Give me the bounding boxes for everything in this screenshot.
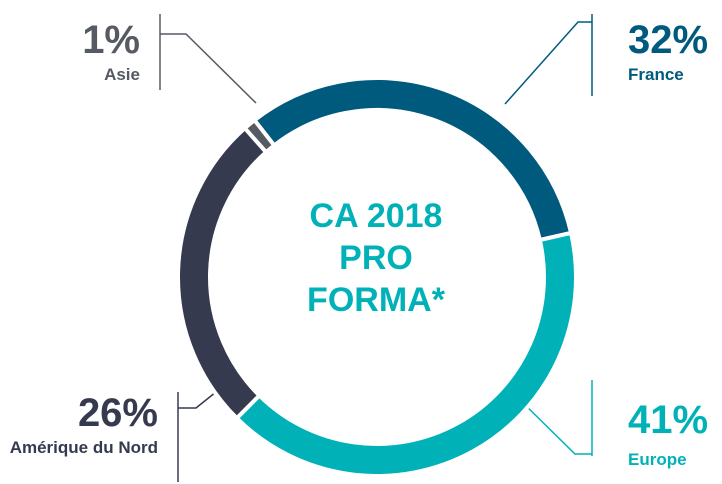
category-label: France <box>628 65 684 84</box>
center-title: CA 2018 PRO FORMA* <box>307 197 445 319</box>
leader-line <box>517 397 592 455</box>
value-label: 26% <box>77 391 158 435</box>
donut-segment <box>176 125 269 422</box>
leader-line <box>504 21 592 105</box>
category-label: Europe <box>628 450 687 469</box>
donut-segment <box>242 117 277 155</box>
value-label: 1% <box>82 18 140 62</box>
leader-line <box>160 33 257 104</box>
value-label: 41% <box>628 398 709 442</box>
category-label: Amérique du Nord <box>9 438 158 457</box>
value-label: 32% <box>628 18 709 62</box>
category-label: Asie <box>104 65 140 84</box>
